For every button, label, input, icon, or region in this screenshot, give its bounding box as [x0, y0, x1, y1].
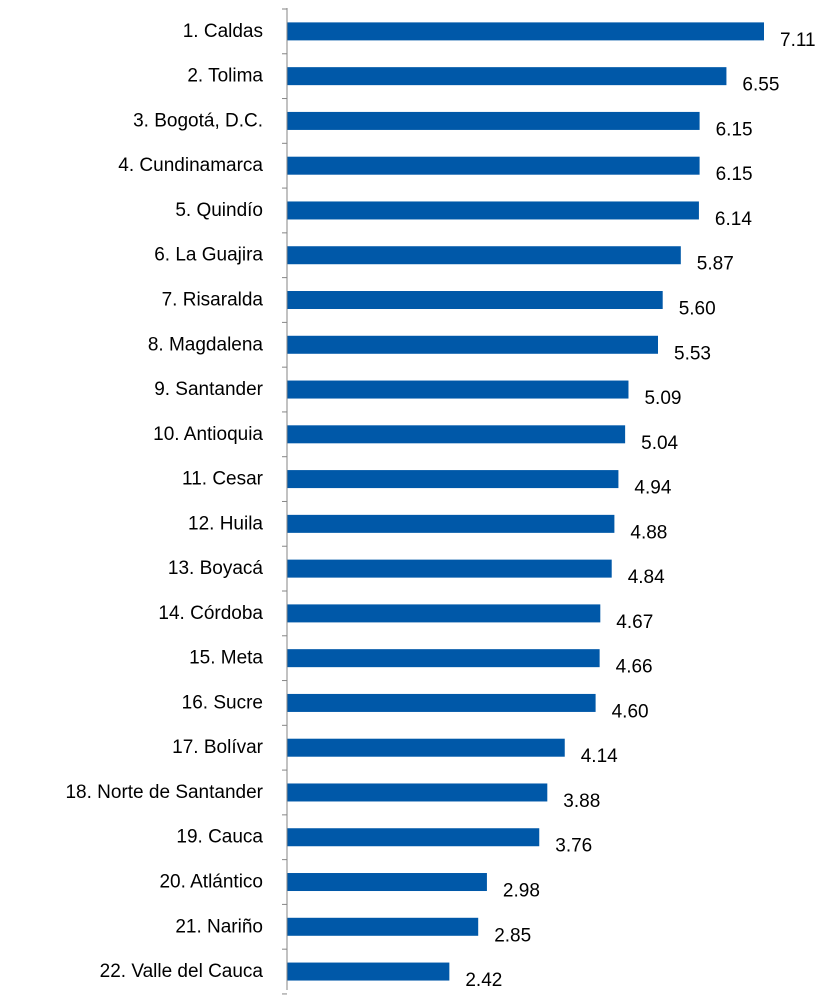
- bar: [287, 917, 479, 936]
- value-label: 4.66: [616, 657, 653, 678]
- bar: [287, 201, 699, 220]
- category-label: 15. Meta: [189, 648, 263, 669]
- bar: [287, 783, 548, 802]
- bar: [287, 67, 727, 86]
- value-label: 5.09: [644, 388, 681, 409]
- bar: [287, 649, 600, 668]
- category-label: 2. Tolima: [187, 66, 263, 87]
- bar: [287, 514, 615, 533]
- category-label: 20. Atlántico: [159, 872, 263, 893]
- value-label: 4.94: [634, 478, 671, 499]
- bar: [287, 291, 663, 310]
- category-label: 6. La Guajira: [154, 245, 263, 266]
- category-label: 22. Valle del Cauca: [100, 961, 264, 982]
- value-labels: 7.11 6.55 6.15 6.15 6.14 5.87 5.60 5.53 5.09 5.04…: [465, 30, 815, 991]
- value-label: 4.88: [630, 522, 667, 543]
- value-label: 3.88: [563, 791, 600, 812]
- category-label: 19. Cauca: [176, 827, 263, 848]
- value-label: 6.55: [742, 75, 779, 96]
- category-label: 4. Cundinamarca: [118, 155, 263, 176]
- value-label: 7.11: [780, 30, 816, 51]
- value-label: 4.14: [581, 746, 618, 767]
- category-label: 21. Nariño: [175, 916, 263, 937]
- bar: [287, 425, 626, 444]
- category-label: 12. Huila: [188, 513, 263, 534]
- bar: [287, 738, 565, 757]
- value-label: 5.87: [697, 254, 734, 275]
- bar: [287, 693, 596, 712]
- bar: [287, 873, 487, 892]
- value-label: 4.60: [612, 701, 649, 722]
- category-label: 17. Bolívar: [172, 737, 263, 758]
- category-label: 10. Antioquia: [153, 424, 263, 445]
- value-label: 2.42: [465, 970, 502, 991]
- value-label: 6.15: [716, 164, 753, 185]
- category-label: 5. Quindío: [175, 200, 263, 221]
- category-label: 8. Magdalena: [148, 334, 264, 355]
- bars-layer: [287, 22, 764, 981]
- bar: [287, 380, 629, 399]
- bar: [287, 156, 700, 175]
- y-axis: [282, 8, 288, 995]
- bar: [287, 335, 658, 354]
- value-label: 2.98: [503, 881, 540, 902]
- bar: [287, 246, 681, 265]
- value-label: 4.67: [616, 612, 653, 633]
- value-label: 6.15: [716, 119, 753, 140]
- bar: [287, 604, 601, 623]
- category-label: 9. Santander: [154, 379, 263, 400]
- value-label: 2.85: [494, 925, 531, 946]
- category-label: 11. Cesar: [182, 469, 264, 490]
- value-label: 4.84: [628, 567, 665, 588]
- value-label: 5.60: [679, 299, 716, 320]
- category-label: 18. Norte de Santander: [65, 782, 263, 803]
- category-label: 16. Sucre: [182, 692, 263, 713]
- bar: [287, 111, 700, 130]
- bar: [287, 22, 764, 41]
- bar: [287, 962, 450, 981]
- bar: [287, 559, 612, 578]
- category-label: 1. Caldas: [183, 21, 263, 42]
- value-label: 5.53: [674, 343, 711, 364]
- category-label: 3. Bogotá, D.C.: [133, 110, 263, 131]
- value-label: 3.76: [555, 836, 592, 857]
- category-label: 7. Risaralda: [162, 290, 264, 311]
- bar: [287, 828, 540, 847]
- bar: [287, 470, 619, 489]
- category-labels: 1. Caldas 2. Tolima 3. Bogotá, D.C. 4. Cund…: [65, 21, 263, 982]
- category-label: 14. Córdoba: [158, 603, 263, 624]
- value-label: 5.04: [641, 433, 678, 454]
- value-label: 6.14: [715, 209, 752, 230]
- category-label: 13. Boyacá: [168, 558, 263, 579]
